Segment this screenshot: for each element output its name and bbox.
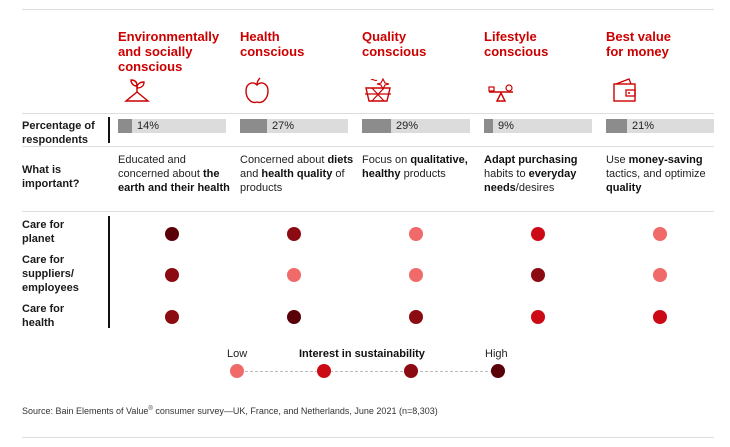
description-text: of products [240,168,345,194]
row-label-percentage: Percentage of respondents [22,120,95,146]
percent-bar [606,119,627,133]
percent-bar [240,119,267,133]
interest-dot [653,227,667,241]
interest-dot [287,227,301,241]
percent-label: 27% [272,120,295,132]
percent-row-bar [108,117,110,143]
description-text: Educated and concerned about [118,154,204,180]
description-emphasis: qualitative, healthy [362,154,468,180]
interest-dot [653,310,667,324]
interest-dot [653,268,667,282]
percent-label: 9% [498,120,514,132]
description-emphasis: money-saving [628,154,703,166]
legend-dot [491,364,505,378]
description-emphasis: everyday needs [484,168,577,194]
plant-icon [124,79,150,102]
interest-dot [287,268,301,282]
row-label-planet: Care for planet [22,219,65,245]
top-divider [22,9,714,10]
apple-icon [245,77,269,104]
description-emphasis: health quality [261,168,333,180]
legend-dot [404,364,418,378]
source-note: Source: Bain Elements of Value® consumer… [22,406,438,416]
segment-description: Educated and concerned about the earth a… [118,153,236,195]
segment-title: Environmentally and socially conscious [118,29,220,74]
legend-title: Interest in sustainability [299,348,425,360]
description-text: /desires [515,182,555,194]
interest-dot [531,227,545,241]
percent-bar-track [240,119,348,133]
legend-high-label: High [485,348,508,360]
interest-dot [165,268,179,282]
percent-bar [362,119,391,133]
interest-dot [409,227,423,241]
description-emphasis: the earth and their health [118,168,230,194]
legend-low-label: Low [227,348,248,360]
percent-bar-track [362,119,470,133]
bottom-divider [22,437,714,438]
description-text: Concerned about [240,154,328,166]
percent-label: 21% [632,120,655,132]
percent-divider [22,146,714,147]
segment-title: Health conscious [240,29,305,59]
description-emphasis: Adapt purchasing [484,154,578,166]
description-text: tactics, and optimize [606,168,706,180]
percent-label: 14% [137,120,160,132]
row-label-important: What is important? [22,164,80,190]
segment-description: Focus on qualitative, healthy products [362,153,480,181]
description-emphasis: diets [327,154,354,166]
quality-icon [365,77,391,102]
care-rows-bar [108,216,110,328]
segment-description: Concerned about diets and health quality… [240,153,358,195]
description-text: Use [606,154,629,166]
legend-dot [317,364,331,378]
percent-bar-track [118,119,226,133]
wallet-icon [613,78,636,102]
percent-bar [118,119,132,133]
description-text: Focus on [362,154,411,166]
segment-title: Lifestyle conscious [484,29,549,59]
interest-dot [165,310,179,324]
row-label-health: Care for health [22,303,65,329]
legend-dot [230,364,244,378]
percent-label: 29% [396,120,419,132]
description-emphasis: quality [606,182,642,194]
percent-bar-track [484,119,592,133]
interest-dot [287,310,301,324]
percent-bar-track [606,119,714,133]
percent-bar [484,119,493,133]
segment-description: Use money-saving tactics, and optimize q… [606,153,724,195]
row-label-suppliers: Care for suppliers/ employees [22,254,79,294]
interest-dot [409,310,423,324]
interest-dot [531,268,545,282]
interest-dot [409,268,423,282]
seesaw-icon [488,84,513,102]
description-text: and [240,168,262,180]
description-text: habits to [484,168,529,180]
interest-dot [531,310,545,324]
legend-dashed-line [240,371,498,372]
description-text: products [400,168,446,180]
segment-title: Best value for money [606,29,672,59]
description-divider [22,211,714,212]
header-divider [22,113,714,114]
interest-dot [165,227,179,241]
segment-description: Adapt purchasing habits to everyday need… [484,153,602,195]
segment-title: Quality conscious [362,29,427,59]
